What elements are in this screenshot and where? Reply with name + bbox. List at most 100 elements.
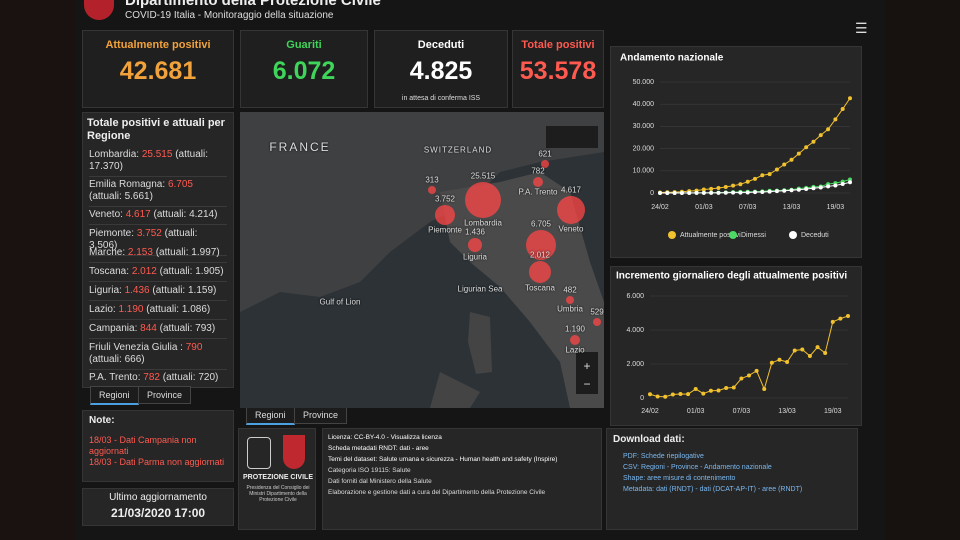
region-item: Liguria: 1.436 (attuali: 1.159) (89, 285, 227, 301)
note-panel: Note: 18/03 - Dati Campania non aggiornat… (82, 410, 234, 482)
data-point (826, 184, 831, 189)
map-tools[interactable] (546, 126, 598, 148)
data-point (716, 388, 721, 393)
regions-panel: Totale positivi e attuali per Regione Lom… (82, 112, 234, 388)
map-place-label: FRANCE (269, 140, 331, 154)
zoom-in[interactable]: + (583, 359, 590, 373)
kpi-label: Attualmente positivi (105, 39, 211, 51)
download-item: Shape: aree misure di contenimento (623, 475, 736, 482)
data-point (679, 190, 684, 195)
region-total: 3.752 (136, 228, 162, 239)
map-place-label: Gulf of Lion (319, 297, 361, 307)
legend-label: Deceduti (801, 232, 829, 239)
data-point (818, 185, 823, 190)
data-point (701, 187, 706, 192)
data-point (848, 177, 852, 182)
data-point (731, 385, 736, 390)
map-overlay: FRANCE SWITZERLAND Gulf of Lion Ligurian Se… (240, 112, 604, 408)
data-point (709, 190, 714, 195)
x-tick-label: 01/03 (687, 408, 705, 415)
download-item: Metadata: dati (RNDT) - dati (DCAT-AP-IT… (623, 486, 803, 493)
region-name: Liguria: (89, 285, 122, 296)
map-corsica (468, 312, 492, 374)
map-bubble (526, 230, 556, 260)
map-bubble (566, 296, 574, 304)
region-item: Veneto: 4.617 (attuali: 4.214) (89, 209, 227, 225)
data-point (745, 190, 750, 195)
region-name: P.A. Trento: (89, 372, 141, 383)
data-point (731, 190, 736, 195)
data-point (658, 190, 662, 195)
kpi-card: Attualmente positivi 42.681 (82, 30, 234, 108)
legend-marker (729, 231, 737, 239)
data-point (687, 190, 692, 195)
data-point (840, 106, 845, 111)
y-tick-label: 6.000 (626, 293, 644, 300)
map-bubble (529, 261, 551, 283)
data-point (723, 190, 728, 195)
region-current: (attuali: 1.159) (152, 285, 217, 296)
info-line: Licenza: CC-BY-4.0 - Visualizza licenza (328, 434, 442, 441)
x-tick-label: 24/02 (641, 408, 659, 415)
data-point (716, 190, 721, 195)
data-point (838, 316, 843, 321)
map-zoom[interactable] (576, 352, 598, 394)
map-land (240, 112, 604, 312)
data-point (796, 151, 801, 156)
kpi-value: 42.681 (119, 57, 197, 85)
region-name: Toscana: (89, 266, 130, 277)
data-point (648, 392, 652, 397)
region-total: 25.515 (141, 149, 173, 160)
info-line: Temi del dataset: Salute umana e sicurez… (328, 456, 558, 463)
region-item: Lombardia: 25.515 (attuali: 17.370) (89, 149, 227, 177)
region-name: Emilia Romagna: (89, 179, 166, 190)
map-bubble-value: 25.515 (470, 171, 496, 181)
map-bubble-name: Lazio (565, 345, 585, 355)
data-point (796, 187, 801, 192)
data-point (762, 387, 767, 392)
region-total: 1.436 (124, 285, 150, 296)
data-point (701, 190, 706, 195)
update-value: 21/03/2020 17:00 (110, 506, 206, 520)
y-tick-label: 0 (650, 190, 654, 197)
data-point (804, 145, 809, 150)
menu-icon[interactable]: ☰ (855, 20, 868, 36)
region-name: Lazio: (89, 304, 116, 315)
chart-title: Andamento nazionale (620, 53, 724, 64)
chart-title: Incremento giornaliero degli attualmente… (616, 271, 847, 282)
data-point (840, 182, 845, 187)
chart-panel (610, 46, 862, 258)
y-tick-label: 30.000 (633, 123, 655, 130)
region-name: Veneto: (89, 209, 123, 220)
region-item: Friuli Venezia Giulia : 790 (attuali: 66… (89, 342, 227, 370)
x-tick-label: 13/03 (783, 204, 801, 211)
zoom-out[interactable]: − (583, 377, 590, 391)
data-point (823, 350, 828, 355)
data-point (672, 190, 677, 195)
data-point (789, 188, 794, 193)
regions-title: Totale positivi e attuali per Regione (87, 117, 225, 142)
kpi-value: 6.072 (272, 57, 336, 85)
x-tick-label: 19/03 (824, 408, 842, 415)
map-bubble-value: 1.190 (564, 324, 586, 334)
map-bubble-value: 2.012 (529, 250, 551, 260)
note-item: 18/03 - Dati Campania non aggiornati (89, 435, 197, 456)
legend-marker (789, 231, 797, 239)
data-point (731, 183, 736, 188)
update-panel: Ultimo aggiornamento 21/03/2020 17:00 (82, 488, 234, 526)
data-point (804, 186, 809, 191)
data-point (785, 360, 790, 365)
region-current: (attuali: 666) (89, 354, 145, 365)
header-title: Dipartimento della Protezione Civile (125, 0, 381, 9)
data-point (670, 392, 675, 397)
data-point (747, 373, 751, 378)
region-tab[interactable]: Province (138, 386, 192, 404)
data-point (800, 347, 805, 352)
region-total: 844 (140, 323, 157, 334)
data-point (753, 190, 757, 195)
map-bubble-value: 482 (563, 285, 577, 295)
map-bubble-value: 782 (531, 166, 545, 176)
data-point (848, 180, 852, 185)
data-point (754, 368, 759, 373)
